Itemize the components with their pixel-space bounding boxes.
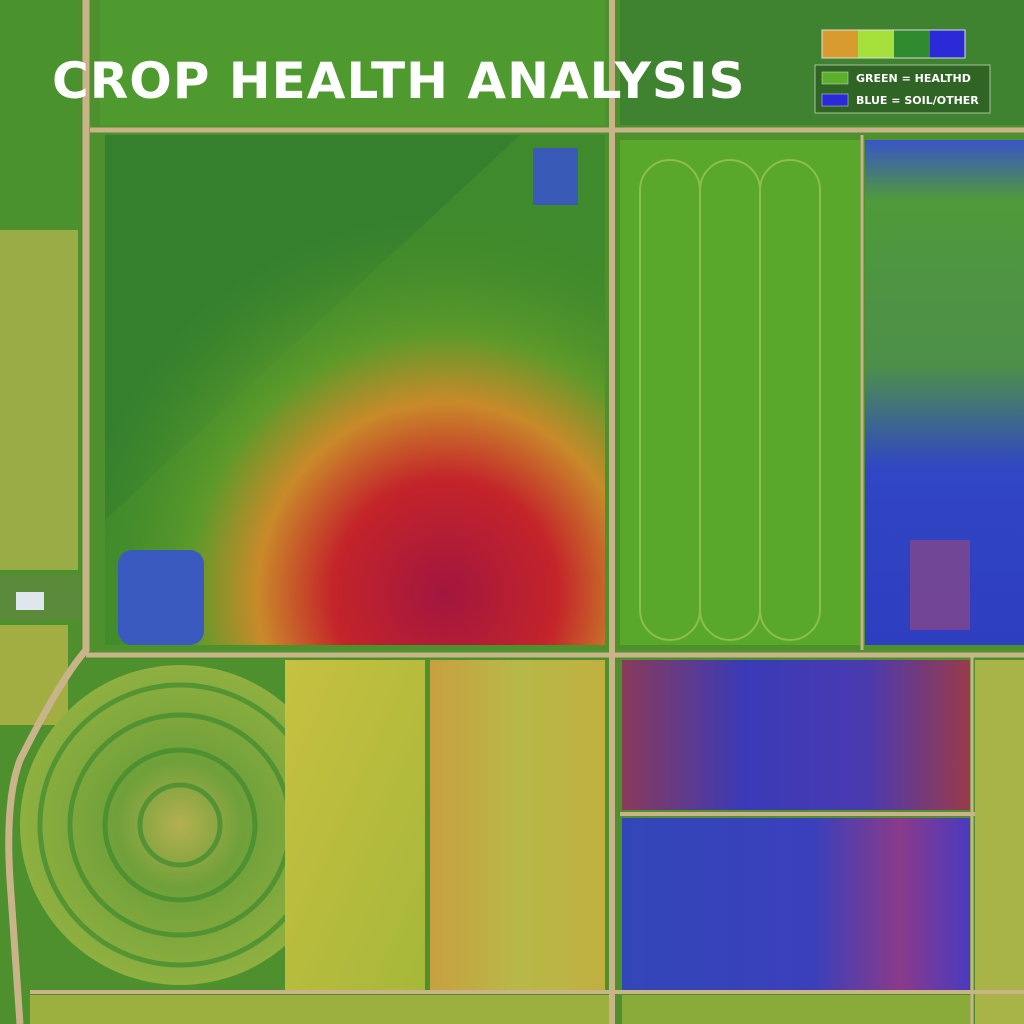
pond xyxy=(118,550,204,645)
title: CROP HEALTH ANALYSIS xyxy=(52,52,746,110)
stress-zone xyxy=(910,540,970,630)
field xyxy=(620,140,860,645)
tracks xyxy=(639,159,821,641)
legend-swatch xyxy=(821,93,849,107)
pivot-field xyxy=(20,665,340,985)
field xyxy=(100,0,605,125)
pond xyxy=(533,148,578,205)
swatch xyxy=(822,30,858,58)
swatch xyxy=(930,30,965,58)
field xyxy=(622,660,970,810)
field xyxy=(622,995,972,1024)
field xyxy=(975,660,1024,1024)
field xyxy=(0,0,78,225)
swatch xyxy=(894,30,930,58)
legend: GREEN = HEALTHD BLUE = SOIL/OTHER xyxy=(814,29,991,114)
field xyxy=(30,995,610,1024)
building xyxy=(16,592,44,610)
legend-label: BLUE = SOIL/OTHER xyxy=(856,94,979,107)
roads xyxy=(5,0,1024,1024)
legend-label: GREEN = HEALTHD xyxy=(856,72,971,85)
swatch xyxy=(858,30,894,58)
field xyxy=(0,625,68,725)
field xyxy=(430,660,605,990)
field xyxy=(285,660,425,990)
field xyxy=(0,230,78,570)
field xyxy=(622,818,970,990)
legend-swatch xyxy=(821,71,849,85)
